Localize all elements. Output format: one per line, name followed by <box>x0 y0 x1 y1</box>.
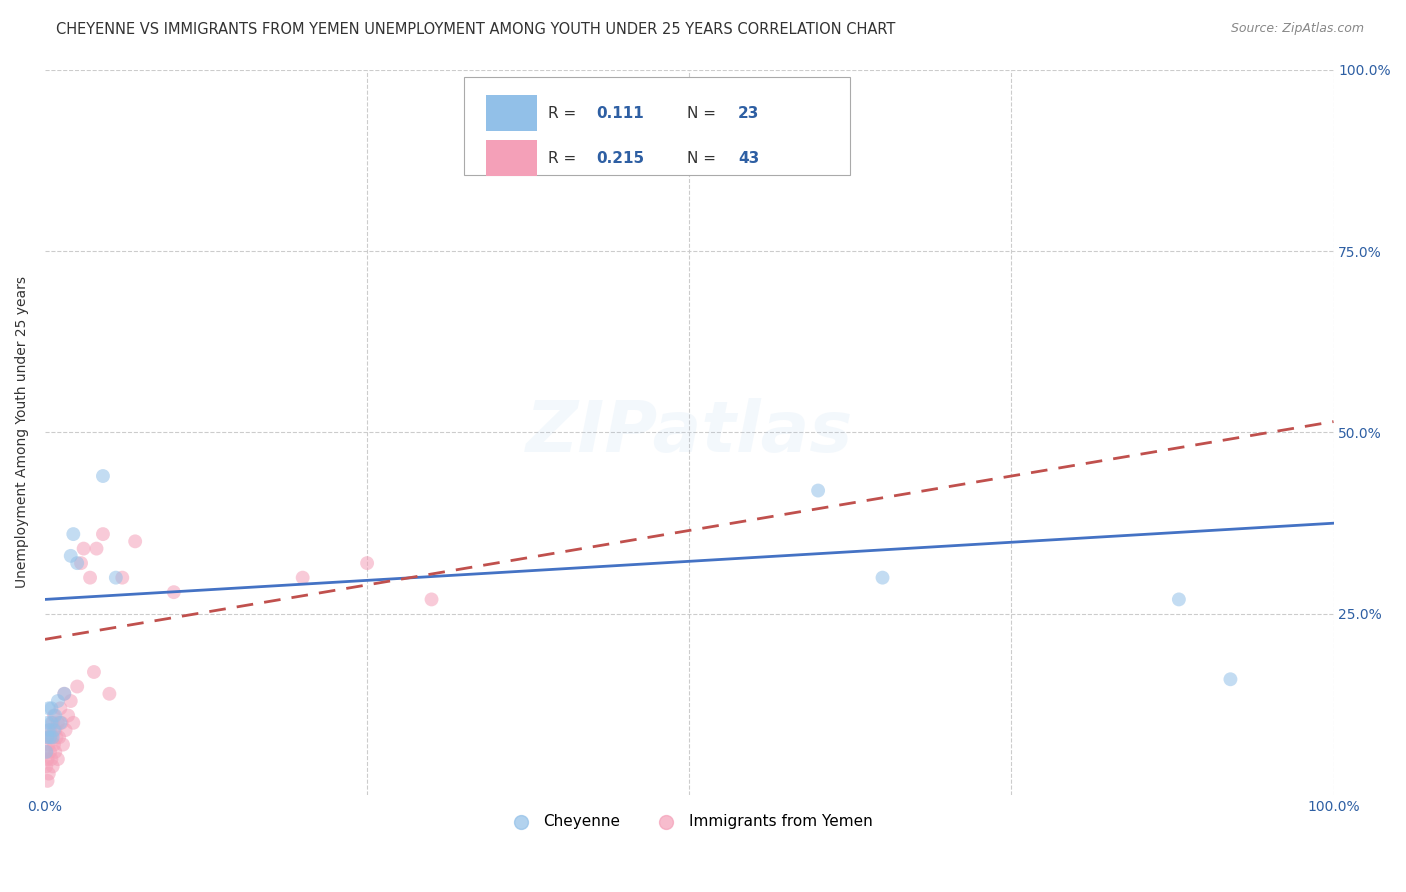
Point <box>44 708 66 723</box>
Point <box>48 731 70 745</box>
Point <box>66 556 89 570</box>
Point <box>35 759 58 773</box>
FancyBboxPatch shape <box>464 77 851 175</box>
Point <box>38 701 60 715</box>
Text: 0.111: 0.111 <box>596 105 644 120</box>
Point <box>291 571 314 585</box>
Point <box>41 715 63 730</box>
Point <box>46 752 69 766</box>
Text: 23: 23 <box>738 105 759 120</box>
Point <box>44 723 66 737</box>
Point <box>1167 592 1189 607</box>
Text: Source: ZipAtlas.com: Source: ZipAtlas.com <box>1230 22 1364 36</box>
Point <box>86 541 108 556</box>
Point <box>62 715 84 730</box>
Point <box>38 723 60 737</box>
Point <box>124 534 146 549</box>
Point <box>49 701 72 715</box>
FancyBboxPatch shape <box>485 140 537 177</box>
Point <box>356 556 378 570</box>
Text: 43: 43 <box>738 151 759 166</box>
Point <box>91 469 114 483</box>
Point <box>35 745 58 759</box>
Point <box>39 745 62 759</box>
Point <box>37 731 59 745</box>
Point <box>41 715 63 730</box>
Point <box>72 541 94 556</box>
Point <box>59 549 82 563</box>
Point <box>41 731 63 745</box>
Point <box>83 665 105 679</box>
Text: N =: N = <box>686 151 720 166</box>
Point <box>41 701 63 715</box>
Point <box>52 738 75 752</box>
Point <box>37 731 59 745</box>
Point <box>38 738 60 752</box>
Legend: Cheyenne, Immigrants from Yemen: Cheyenne, Immigrants from Yemen <box>499 808 879 835</box>
Point <box>98 687 121 701</box>
Point <box>1219 673 1241 687</box>
Point <box>55 723 77 737</box>
Y-axis label: Unemployment Among Youth under 25 years: Unemployment Among Youth under 25 years <box>15 277 30 589</box>
Text: 0.215: 0.215 <box>596 151 644 166</box>
Point <box>41 752 63 766</box>
Point <box>51 715 73 730</box>
Point <box>53 687 76 701</box>
Point <box>37 715 59 730</box>
Point <box>41 759 63 773</box>
Point <box>104 571 127 585</box>
Point <box>39 723 62 737</box>
Text: R =: R = <box>547 105 581 120</box>
Point <box>35 745 58 759</box>
Point <box>59 694 82 708</box>
Text: CHEYENNE VS IMMIGRANTS FROM YEMEN UNEMPLOYMENT AMONG YOUTH UNDER 25 YEARS CORREL: CHEYENNE VS IMMIGRANTS FROM YEMEN UNEMPL… <box>56 22 896 37</box>
Point <box>79 571 101 585</box>
Point <box>111 571 134 585</box>
Point <box>56 708 79 723</box>
Point <box>38 766 60 780</box>
Point <box>37 752 59 766</box>
Point <box>163 585 186 599</box>
Text: N =: N = <box>686 105 720 120</box>
Point <box>420 592 443 607</box>
Point <box>42 723 65 737</box>
Text: ZIPatlas: ZIPatlas <box>526 398 853 467</box>
Point <box>70 556 93 570</box>
Point <box>46 715 69 730</box>
Point <box>41 731 63 745</box>
Point <box>42 738 65 752</box>
Point <box>45 731 67 745</box>
Point <box>872 571 894 585</box>
Text: R =: R = <box>547 151 581 166</box>
Point <box>37 773 59 788</box>
Point <box>42 708 65 723</box>
Point <box>49 715 72 730</box>
Point <box>807 483 830 498</box>
Point <box>53 687 76 701</box>
Point <box>44 745 66 759</box>
Point <box>62 527 84 541</box>
Point <box>39 731 62 745</box>
Point <box>91 527 114 541</box>
FancyBboxPatch shape <box>485 95 537 131</box>
Point <box>46 694 69 708</box>
Point <box>66 680 89 694</box>
